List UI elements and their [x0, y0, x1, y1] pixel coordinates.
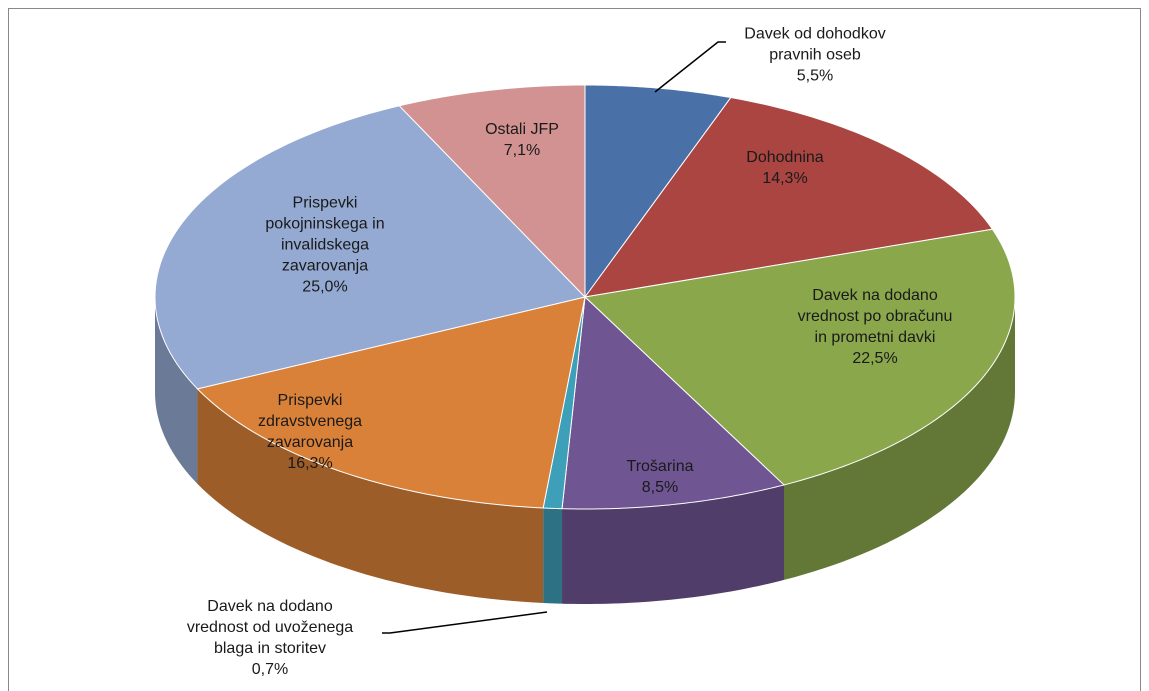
slice-value: 22,5% [852, 350, 898, 367]
data-label: Prispevki zdravstvenega zavarovanja 16,3% [258, 390, 362, 474]
slice-name: Prispevki pokojninskega in invalidskega … [265, 194, 385, 275]
slice-name: Trošarina [626, 458, 694, 475]
pie-slice-side [197, 388, 544, 603]
pie-slice [154, 105, 586, 390]
pie-slice-side [784, 297, 1015, 580]
slice-name: Dohodnina [746, 149, 824, 166]
data-label: Davek od dohodkov pravnih oseb 5,5% [744, 24, 885, 87]
slice-name: Davek od dohodkov pravnih oseb [744, 25, 886, 64]
slice-name: Davek na dodano vrednost od uvoženega bl… [186, 598, 354, 657]
data-label: Trošarina 8,5% [627, 456, 694, 498]
data-label: Dohodnina 14,3% [746, 147, 823, 189]
slice-value: 7,1% [503, 142, 541, 159]
slice-name: Ostali JFP [485, 121, 559, 138]
slice-value: 5,5% [796, 67, 834, 85]
slice-name: Davek na dodano vrednost po obračunu in … [797, 287, 953, 346]
slice-value: 16,3% [287, 455, 333, 472]
slice-value: 14,3% [762, 170, 808, 187]
chart-frame [8, 8, 1141, 691]
data-label: Davek na dodano vrednost po obračunu in … [798, 285, 953, 369]
data-label: Davek na dodano vrednost od uvoženega bl… [187, 596, 353, 680]
slice-name: Prispevki zdravstvenega zavarovanja [257, 392, 363, 451]
pie-slice-side [155, 297, 198, 484]
leader-line [382, 611, 548, 634]
slice-value: 25,0% [302, 278, 348, 296]
pie-slice [583, 228, 1016, 486]
leader-line [654, 41, 726, 93]
data-label: Ostali JFP 7,1% [485, 119, 559, 161]
pie-slice [561, 295, 786, 510]
data-label: Prispevki pokojninskega in invalidskega … [265, 193, 384, 298]
slice-value: 8,5% [641, 479, 679, 496]
pie-slice [398, 84, 586, 299]
pie-slice [583, 97, 994, 298]
pie-slice [196, 296, 586, 509]
pie-slice-side [562, 484, 785, 604]
pie-sides [155, 297, 1015, 604]
pie-slice-side [543, 507, 563, 604]
slice-value: 0,7% [251, 661, 289, 678]
